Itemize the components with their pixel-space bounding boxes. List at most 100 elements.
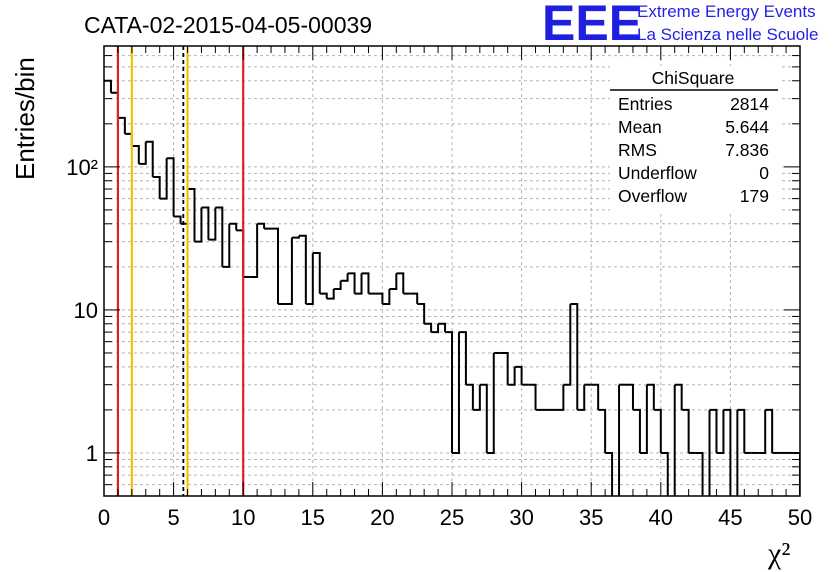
y-tick-label: 10 <box>74 298 98 323</box>
histogram-bin <box>458 331 467 385</box>
histogram-bin <box>250 223 259 278</box>
histogram-bin <box>646 383 655 410</box>
histogram-bin <box>319 292 328 299</box>
y-axis-label: Entries/bin <box>10 57 40 180</box>
histogram-bin <box>187 188 196 242</box>
histogram-bin <box>723 408 732 496</box>
brand-line-2: La Scienza nelle Scuole <box>637 25 818 44</box>
histogram-bin <box>758 409 767 454</box>
histogram-bin <box>354 273 363 295</box>
x-tick-label: 50 <box>788 505 812 530</box>
histogram-bin <box>117 116 126 134</box>
histogram-bin <box>639 384 648 454</box>
histogram-bin <box>618 384 621 496</box>
histogram-bin <box>556 384 565 411</box>
histogram-bin <box>424 322 433 333</box>
histogram-bin <box>507 366 516 386</box>
x-tick-label: 5 <box>167 505 179 530</box>
tick-labels: 0 5 10 15 20 25 30 35 40 45 50 1 10 10² <box>66 155 812 530</box>
histogram-bin <box>674 383 683 410</box>
histogram-bin <box>479 383 488 453</box>
histogram-bin <box>452 332 460 454</box>
histogram-bin <box>271 227 279 304</box>
histogram-bin <box>577 384 586 411</box>
stats-value: 5.644 <box>725 117 769 137</box>
x-tick-label: 40 <box>649 505 673 530</box>
histogram-bin <box>528 383 537 410</box>
stats-value: 7.836 <box>725 140 769 160</box>
histogram-bin <box>514 365 523 385</box>
histogram-bin <box>229 222 238 231</box>
stats-label: Mean <box>618 117 662 137</box>
histogram-bin <box>305 252 314 305</box>
histogram-bin <box>736 409 739 496</box>
histogram-bin <box>445 331 453 453</box>
histogram-bin <box>145 140 154 177</box>
histogram-bin <box>431 323 440 334</box>
x-tick-label: 0 <box>98 505 110 530</box>
histogram-bin <box>347 272 356 294</box>
histogram-bin <box>765 408 774 453</box>
stats-label: Underflow <box>618 163 697 183</box>
x-tick-label: 35 <box>579 505 603 530</box>
histogram-bin <box>695 451 704 496</box>
histogram-bin <box>472 384 481 411</box>
histogram-bin <box>486 352 495 454</box>
histogram-bin <box>215 206 224 267</box>
histogram-bin <box>500 351 509 385</box>
histogram-bin <box>312 251 321 294</box>
histogram-bin <box>222 223 231 268</box>
stats-label: Entries <box>618 94 673 114</box>
stats-label: RMS <box>618 140 657 160</box>
histogram-bin <box>673 384 676 496</box>
histogram-bin <box>605 451 614 496</box>
histogram-bin <box>653 408 662 453</box>
histogram-bin <box>709 408 718 453</box>
histogram-bin <box>382 289 391 305</box>
stats-value: 2814 <box>730 94 769 114</box>
histogram-bin <box>591 383 600 410</box>
histogram-bin <box>626 383 634 410</box>
plot-title: CATA-02-2015-04-05-00039 <box>84 12 372 38</box>
x-axis-label: χ² <box>767 537 790 570</box>
stats-box: ChiSquare Entries 2814 Mean 5.644 RMS 7.836 Un… <box>610 66 782 214</box>
histogram-bin <box>465 383 474 410</box>
histogram-bin <box>570 302 579 410</box>
histogram-bin <box>417 302 426 324</box>
histogram-bin <box>708 409 711 496</box>
x-tick-label: 20 <box>370 505 394 530</box>
x-tick-label: 25 <box>440 505 464 530</box>
histogram-bin <box>333 280 342 291</box>
histogram-bin <box>737 408 746 453</box>
x-tick-label: 15 <box>301 505 325 530</box>
histogram-bin <box>361 272 370 294</box>
histogram-bin <box>194 207 203 243</box>
histogram-bin <box>326 289 335 300</box>
histogram-bin <box>410 292 419 304</box>
histogram-bin <box>257 222 266 229</box>
histogram-bin <box>632 408 641 453</box>
y-tick-label: 1 <box>86 441 98 466</box>
histogram-bin <box>598 408 607 453</box>
brand-line-1: Extreme Energy Events <box>637 2 816 21</box>
histogram-bin <box>660 451 669 496</box>
stats-value: 179 <box>740 186 769 206</box>
x-tick-label: 10 <box>231 505 255 530</box>
marker-lines <box>116 46 245 496</box>
histogram-bin <box>284 237 293 305</box>
histogram-bin <box>159 158 168 200</box>
eee-logo: EEE <box>542 0 642 51</box>
axes <box>103 45 801 497</box>
histogram-bin <box>298 234 307 304</box>
stats-label: Overflow <box>618 186 687 206</box>
histogram-bin <box>375 292 384 304</box>
histogram-bin <box>389 273 398 291</box>
histogram-bin <box>166 157 175 217</box>
histogram-bin <box>131 144 140 164</box>
stats-value: 0 <box>759 163 769 183</box>
histogram-bin <box>152 175 161 199</box>
y-tick-label: 10² <box>66 155 98 180</box>
histogram-bin <box>716 409 725 454</box>
histogram-bin <box>681 408 690 453</box>
x-tick-label: 30 <box>509 505 533 530</box>
